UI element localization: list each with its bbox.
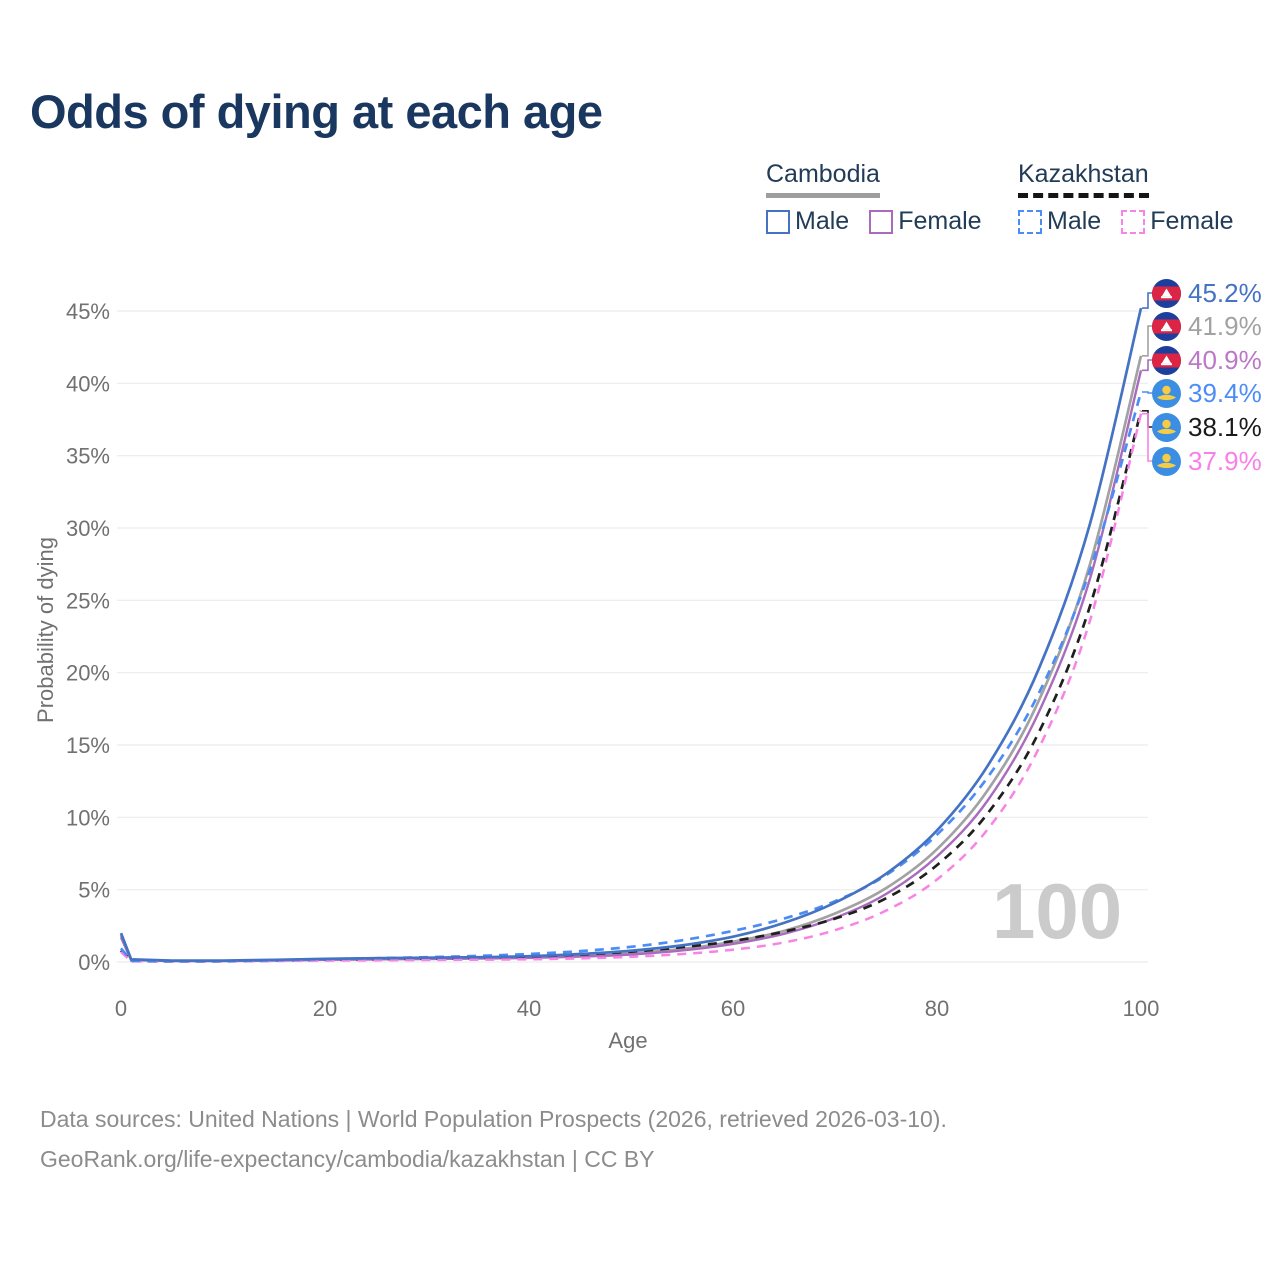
cambodia-male-swatch [766,209,790,234]
series-line-kazakhstan-female [120,413,1143,963]
end-label-value: 38.1% [1188,411,1262,442]
x-tick-label: 60 [721,996,745,1021]
y-tick-label: 10% [66,805,110,830]
legend-label: Female [1150,207,1234,235]
legend-label: Male [1047,207,1102,235]
legend-group-cambodia: Cambodia Male Female [766,160,982,236]
end-label-value: 37.9% [1188,445,1262,476]
page-title: Odds of dying at each age [30,85,603,138]
series-line-cambodia-both-sexes [119,355,1143,963]
y-axis-title: Probability of dying [33,537,58,723]
kazakhstan-flag-icon [1152,378,1181,408]
data-sources-line: Data sources: United Nations | World Pop… [40,1106,947,1132]
legend-item-kazakhstan-male[interactable]: Male [1018,207,1101,236]
end-label-kazakhstan-female: 37.9% [1152,446,1262,476]
end-label-value: 45.2% [1188,277,1262,308]
legend-kazakhstan-heading: Kazakhstan [1018,160,1234,198]
end-label-kazakhstan-both-sexes: 38.1% [1152,412,1262,442]
cambodia-female-swatch [869,209,894,234]
end-label-value: 41.9% [1188,310,1262,341]
connector-kazakhstan-female [1142,412,1153,462]
y-tick-label: 0% [78,950,110,975]
line-chart[interactable]: 0% 5% 10% 15% 20% 25% 30% 35% 40% 45% 0 20 40 60 80 100 [0,0,1280,1080]
kazakhstan-female-swatch [1121,209,1146,234]
y-tick-label: 5% [78,878,110,903]
y-tick-label: 20% [66,661,110,686]
y-tick-label: 40% [66,371,110,396]
cambodia-flag-icon [1152,311,1181,341]
legend-item-cambodia-male[interactable]: Male [766,207,849,236]
legend-group-kazakhstan: Kazakhstan Male Female [1018,160,1234,236]
x-tick-label: 0 [115,996,127,1021]
y-tick-label: 15% [66,733,110,758]
y-tick-label: 35% [66,444,110,469]
end-label-value: 39.4% [1188,377,1262,408]
cambodia-flag-icon [1152,345,1181,375]
x-tick-label: 20 [313,996,337,1021]
legend-label: Male [795,207,850,235]
legend-kazakhstan-title: Kazakhstan [1018,160,1149,198]
end-label-cambodia-male: 45.2% [1152,278,1262,308]
label-connectors [1142,292,1153,462]
y-tick-label: 45% [66,299,110,324]
x-axis-title: Age [608,1028,648,1053]
series-lines [119,307,1143,963]
kazakhstan-male-swatch [1018,209,1042,234]
y-tick-label: 25% [66,588,110,613]
axis-ticks: 0% 5% 10% 15% 20% 25% 30% 35% 40% 45% 0 20 40 60 80 100 [66,299,1159,1021]
series-line-kazakhstan-both-sexes [120,410,1143,963]
connector-cambodia-male [1142,292,1153,309]
x-tick-label: 100 [1123,996,1160,1021]
x-tick-label: 40 [517,996,541,1021]
legend-item-cambodia-female[interactable]: Female [869,207,982,236]
y-tick-label: 30% [66,516,110,541]
legend-label: Female [898,207,982,235]
connector-kazakhstan-male [1142,391,1153,394]
gridlines [117,310,1148,963]
end-label-cambodia-both-sexes: 41.9% [1152,311,1262,341]
end-label-cambodia-female: 40.9% [1152,345,1262,375]
connector-cambodia-female [1142,359,1153,372]
x-tick-label: 80 [925,996,949,1021]
legend-cambodia-heading: Cambodia [766,160,982,198]
series-line-cambodia-female [119,370,1143,963]
connector-cambodia-both-sexes [1142,325,1153,357]
series-line-cambodia-male [119,307,1143,962]
cambodia-flag-icon [1152,278,1181,308]
legend-item-kazakhstan-female[interactable]: Female [1121,207,1234,236]
kazakhstan-flag-icon [1152,412,1181,442]
end-label-value: 40.9% [1188,344,1262,375]
legend-cambodia-title: Cambodia [766,160,880,198]
kazakhstan-flag-icon [1152,446,1181,476]
age-indicator-watermark: 100 [992,867,1123,955]
end-label-kazakhstan-male: 39.4% [1152,378,1262,408]
attribution-line: GeoRank.org/life-expectancy/cambodia/kaz… [40,1146,655,1172]
series-line-kazakhstan-male [119,391,1143,963]
